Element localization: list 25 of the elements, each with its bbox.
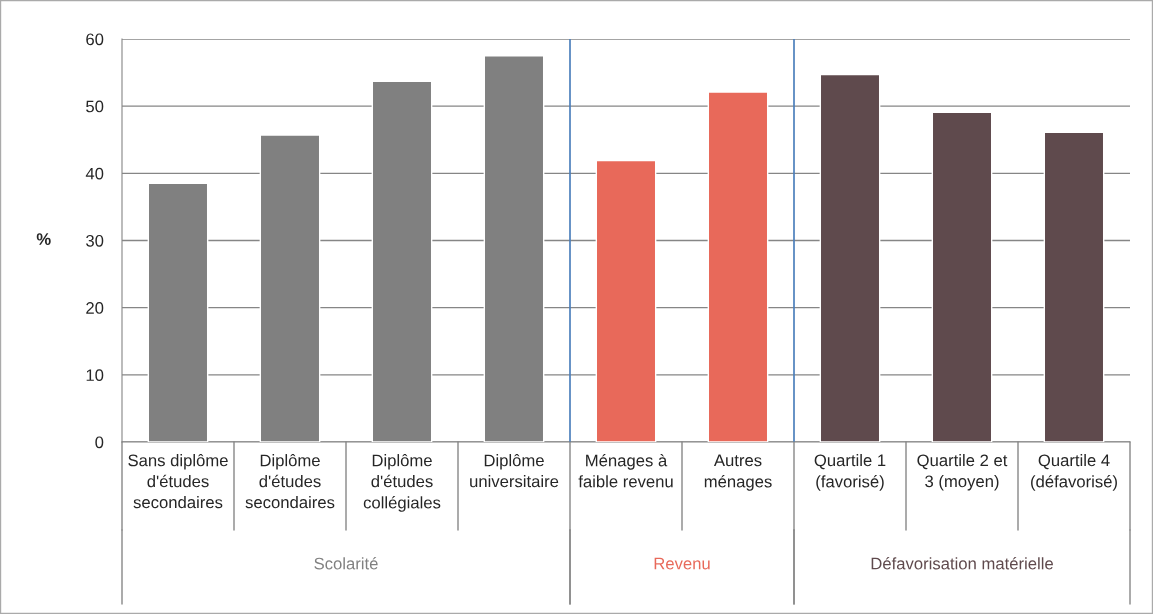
x-tick-label: Quartile 1 (favorisé) bbox=[814, 454, 886, 491]
x-tick-label: Diplôme d'études collégiales bbox=[363, 454, 441, 512]
bar bbox=[595, 159, 657, 442]
x-tick-label: Quartile 4 (défavorisé) bbox=[1031, 454, 1117, 491]
text: Revenu bbox=[654, 557, 710, 570]
y-axis-title: % bbox=[36, 233, 51, 245]
text: Défavorisation matérielle bbox=[871, 557, 1053, 570]
y-tick-label: 60 bbox=[86, 33, 104, 46]
x-tick-label: Diplôme d'études secondaires bbox=[245, 454, 335, 509]
x-tick-label: Sans diplôme d'études secondaires bbox=[128, 454, 228, 509]
y-tick-label: 50 bbox=[86, 100, 104, 113]
y-tick-label: 30 bbox=[86, 234, 104, 247]
x-tick-label: Autres ménages bbox=[704, 454, 772, 491]
bar bbox=[819, 73, 881, 442]
y-tick-label: 0 bbox=[95, 436, 104, 449]
y-tick-label: 10 bbox=[86, 369, 104, 382]
bar bbox=[1043, 131, 1105, 442]
x-tick-label: Quartile 2 et 3 (moyen) bbox=[917, 454, 1008, 491]
y-tick-label: 40 bbox=[85, 167, 104, 180]
bar bbox=[707, 91, 769, 442]
x-tick-label: Diplôme universitaire bbox=[470, 454, 559, 488]
bar bbox=[931, 111, 993, 442]
y-tick-label: 20 bbox=[86, 302, 104, 314]
text: Scolarité bbox=[314, 557, 378, 570]
x-tick-label: Ménages à faible revenu bbox=[578, 454, 673, 488]
